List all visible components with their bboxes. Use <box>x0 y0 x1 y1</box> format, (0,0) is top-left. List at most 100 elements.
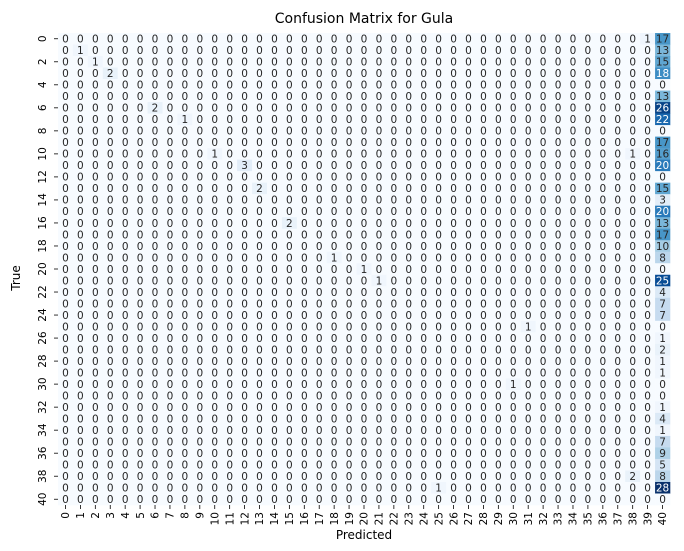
cell-value-label: 0 <box>107 45 114 57</box>
cell-value-label: 0 <box>77 114 84 126</box>
cell-value-label: 0 <box>644 333 651 345</box>
heatmap-cell <box>356 228 372 241</box>
cell-value-label: 0 <box>256 413 263 425</box>
cell-value-label: 0 <box>599 333 606 345</box>
cell-value-label: 0 <box>226 34 233 46</box>
heatmap-cell <box>446 148 462 160</box>
heatmap-cell <box>177 240 193 253</box>
cell-value-label: 1 <box>211 149 218 161</box>
cell-value-label: 0 <box>77 390 84 402</box>
heatmap-cell <box>341 44 357 57</box>
heatmap-cell <box>580 389 596 402</box>
heatmap-cell <box>356 274 372 287</box>
heatmap-cell <box>386 171 402 183</box>
heatmap-cell <box>147 136 163 149</box>
cell-value-label: 0 <box>495 160 502 172</box>
heatmap-cell <box>610 217 626 230</box>
heatmap-cell <box>341 102 357 114</box>
heatmap-cell <box>475 470 492 483</box>
heatmap-cell <box>296 136 313 149</box>
cell-value-label: 0 <box>152 298 159 310</box>
heatmap-cell <box>401 458 417 471</box>
heatmap-cell <box>266 297 283 310</box>
heatmap-cell <box>192 355 208 368</box>
cell-value-label: 0 <box>256 149 263 161</box>
cell-value-label: 0 <box>107 448 114 460</box>
heatmap-cell <box>117 401 133 414</box>
heatmap-cell <box>341 332 357 345</box>
cell-value-label: 0 <box>92 310 99 322</box>
heatmap-cell <box>311 332 327 345</box>
heatmap-cell <box>222 481 238 494</box>
cell-value-label: 0 <box>555 483 562 495</box>
heatmap-cell <box>177 125 193 137</box>
heatmap-cell <box>475 263 492 276</box>
cell-value-label: 0 <box>241 344 248 356</box>
heatmap-cell <box>162 240 178 253</box>
heatmap-cell <box>177 148 193 160</box>
cell-value-label: 0 <box>435 379 442 391</box>
heatmap-cell <box>281 79 298 91</box>
heatmap-cell <box>266 320 283 333</box>
cell-value-label: 0 <box>555 137 562 149</box>
heatmap-cell <box>177 297 193 310</box>
cell-value-label: 0 <box>122 264 129 276</box>
heatmap-cell <box>416 470 432 483</box>
heatmap-cell <box>102 263 119 276</box>
heatmap-cell <box>461 435 477 448</box>
heatmap-cell <box>207 320 223 333</box>
cell-value-label: 0 <box>495 114 502 126</box>
heatmap-cell <box>162 159 178 172</box>
heatmap-cell <box>520 263 536 276</box>
cell-value-label: 0 <box>435 367 442 379</box>
heatmap-cell <box>520 412 536 425</box>
heatmap-cell <box>132 366 148 379</box>
heatmap-cell <box>475 33 492 45</box>
heatmap-cell <box>192 90 208 103</box>
heatmap-cell <box>386 125 402 137</box>
heatmap-cell <box>401 228 417 241</box>
heatmap-cell <box>192 435 208 448</box>
heatmap-cell <box>281 378 298 391</box>
cell-value-label: 0 <box>167 126 174 138</box>
cell-value-label: 0 <box>376 344 383 356</box>
heatmap-cell <box>580 366 596 379</box>
heatmap-cell <box>461 148 477 160</box>
cell-value-label: 0 <box>122 103 129 115</box>
heatmap-cell <box>207 79 223 91</box>
cell-value-label: 0 <box>271 57 278 69</box>
cell-value-label: 0 <box>555 471 562 483</box>
cell-value-label: 0 <box>122 34 129 46</box>
cell-value-label: 0 <box>614 356 621 368</box>
heatmap-cell <box>520 159 536 172</box>
cell-value-label: 0 <box>644 241 651 253</box>
cell-value-label: 0 <box>92 494 99 506</box>
cell-value-label: 0 <box>62 310 69 322</box>
cell-value-label: 0 <box>540 241 547 253</box>
heatmap-cell <box>117 297 133 310</box>
heatmap-cell <box>475 171 492 183</box>
heatmap-cell <box>580 412 596 425</box>
cell-value-label: 0 <box>555 460 562 472</box>
cell-value-label: 0 <box>346 103 353 115</box>
cell-value-label: 0 <box>241 114 248 126</box>
cell-value-label: 0 <box>435 333 442 345</box>
heatmap-cell <box>610 470 626 483</box>
cell-value-label: 0 <box>226 425 233 437</box>
heatmap-cell <box>490 56 507 68</box>
heatmap-cell <box>535 355 551 368</box>
heatmap-cell <box>341 125 357 137</box>
heatmap-cell <box>147 263 163 276</box>
heatmap-cell <box>655 56 671 68</box>
cell-value-label: 0 <box>361 425 368 437</box>
x-tick-label: 9 <box>195 512 207 519</box>
heatmap-cell <box>461 240 477 253</box>
cell-value-label: 0 <box>62 80 69 92</box>
cell-value-label: 0 <box>361 287 368 299</box>
cell-value-label: 0 <box>465 103 472 115</box>
heatmap-cell <box>311 44 327 57</box>
cell-value-label: 0 <box>92 333 99 345</box>
heatmap-cell <box>520 493 536 506</box>
heatmap-cell <box>475 309 492 322</box>
heatmap-cell <box>550 366 566 379</box>
